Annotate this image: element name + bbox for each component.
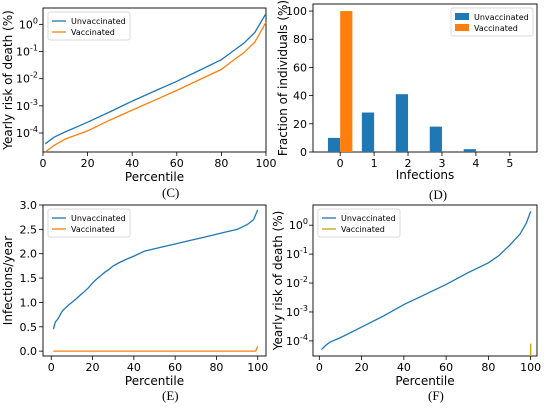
legend-label-f-1: Vaccinated — [341, 225, 385, 234]
y-tick-label-c-4: 100 — [19, 16, 38, 31]
x-tick-label-e-5: 100 — [247, 361, 268, 374]
y-axis-label-f: Yearly risk of death (%) — [271, 211, 285, 352]
x-tick-label-c-4: 80 — [214, 157, 228, 170]
y-tick-label-d-3: 60 — [293, 61, 307, 74]
y-tick-label-c-0: 10-4 — [16, 125, 38, 140]
panel-label-c: (C) — [162, 185, 179, 200]
legend-box-c — [47, 11, 131, 41]
legend-box-e — [47, 208, 131, 238]
legend-box-d — [450, 7, 534, 37]
x-tick-label-f-5: 100 — [520, 361, 541, 374]
series-line-c-1 — [44, 21, 267, 153]
y-axis-label-d: Fraction of individuals (%) — [276, 0, 290, 156]
x-tick-label-c-5: 100 — [256, 157, 277, 170]
x-tick-label-d-1: 1 — [371, 157, 378, 170]
y-tick-label-d-4: 80 — [293, 33, 307, 46]
x-tick-label-e-1: 20 — [86, 361, 100, 374]
x-tick-label-c-2: 40 — [125, 157, 139, 170]
x-tick-label-e-3: 60 — [168, 361, 182, 374]
series-line-e-0 — [52, 209, 259, 330]
y-tick-label-d-0: 0 — [300, 146, 307, 159]
legend-swatch-d-0 — [455, 13, 469, 20]
y-tick-label-e-4: 2.0 — [20, 248, 38, 261]
y-tick-label-f-2: 10-2 — [286, 275, 308, 290]
x-tick-label-c-1: 20 — [81, 157, 95, 170]
y-tick-label-d-1: 20 — [293, 118, 307, 131]
x-tick-label-d-4: 4 — [472, 157, 479, 170]
y-axis-label-e: Infections/year — [1, 236, 15, 325]
x-axis-label-c: Percentile — [125, 170, 184, 184]
series-line-c-0 — [44, 13, 267, 145]
y-tick-label-e-5: 2.5 — [20, 223, 38, 236]
panel-label-d: (D) — [429, 187, 447, 202]
bar-d-0-4 — [463, 149, 476, 152]
legend-label-d-1: Vaccinated — [474, 24, 518, 33]
y-tick-label-e-6: 3.0 — [20, 199, 38, 212]
y-tick-label-e-1: 0.5 — [20, 321, 38, 334]
x-tick-label-d-5: 5 — [506, 157, 513, 170]
y-tick-label-f-4: 100 — [289, 217, 308, 232]
legend-label-c-0: Unvaccinated — [71, 17, 126, 26]
bar-d-1-0 — [340, 11, 353, 152]
x-tick-label-e-4: 80 — [209, 361, 223, 374]
y-tick-label-f-3: 10-1 — [286, 246, 308, 261]
x-tick-label-c-0: 0 — [40, 157, 47, 170]
axes-frame-e — [42, 204, 267, 357]
x-tick-label-f-3: 60 — [439, 361, 453, 374]
x-tick-label-f-1: 20 — [355, 361, 369, 374]
x-tick-label-c-3: 60 — [170, 157, 184, 170]
legend-swatch-d-1 — [455, 24, 469, 31]
x-axis-label-f: Percentile — [395, 374, 454, 388]
y-tick-label-e-2: 1.0 — [20, 296, 38, 309]
series-line-e-1 — [53, 346, 259, 352]
x-tick-label-e-0: 0 — [48, 361, 55, 374]
panel-label-e: (E) — [162, 388, 179, 403]
legend-box-f — [317, 208, 401, 238]
bar-d-0-3 — [429, 126, 442, 152]
x-axis-label-e: Percentile — [125, 374, 184, 388]
y-tick-label-c-1: 10-3 — [16, 98, 38, 113]
axes-frame-c — [42, 7, 267, 153]
x-tick-label-e-2: 40 — [127, 361, 141, 374]
axes-frame-d — [312, 3, 538, 153]
legend-label-e-0: Unvaccinated — [71, 214, 126, 223]
y-tick-label-d-2: 40 — [293, 90, 307, 103]
bar-d-0-0 — [327, 137, 341, 152]
y-tick-label-d-5: 100 — [286, 5, 307, 18]
axes-frame-f — [312, 204, 538, 357]
y-tick-label-f-1: 10-3 — [286, 304, 308, 319]
legend-label-e-1: Vaccinated — [71, 225, 115, 234]
y-axis-label-c: Yearly risk of death (%) — [1, 10, 15, 151]
bar-d-0-2 — [395, 94, 409, 152]
series-line-f-0 — [321, 211, 532, 351]
x-tick-label-d-3: 3 — [438, 157, 445, 170]
y-tick-label-e-0: 0.0 — [20, 345, 38, 358]
x-tick-label-f-0: 0 — [316, 361, 323, 374]
y-tick-label-e-3: 1.5 — [20, 272, 38, 285]
y-tick-label-f-0: 10-4 — [286, 333, 308, 348]
legend-label-f-0: Unvaccinated — [341, 214, 396, 223]
legend-label-c-1: Vaccinated — [71, 28, 115, 37]
x-tick-label-f-4: 80 — [481, 361, 495, 374]
x-axis-label-d: Infections — [396, 168, 455, 182]
panel-label-f: (F) — [428, 388, 444, 403]
x-tick-label-d-2: 2 — [405, 157, 412, 170]
x-tick-label-d-0: 0 — [337, 157, 344, 170]
bar-d-0-1 — [361, 112, 375, 152]
x-tick-label-f-2: 40 — [397, 361, 411, 374]
legend-label-d-0: Unvaccinated — [474, 13, 529, 22]
y-tick-label-c-2: 10-2 — [16, 71, 38, 86]
y-tick-label-c-3: 10-1 — [16, 44, 38, 59]
